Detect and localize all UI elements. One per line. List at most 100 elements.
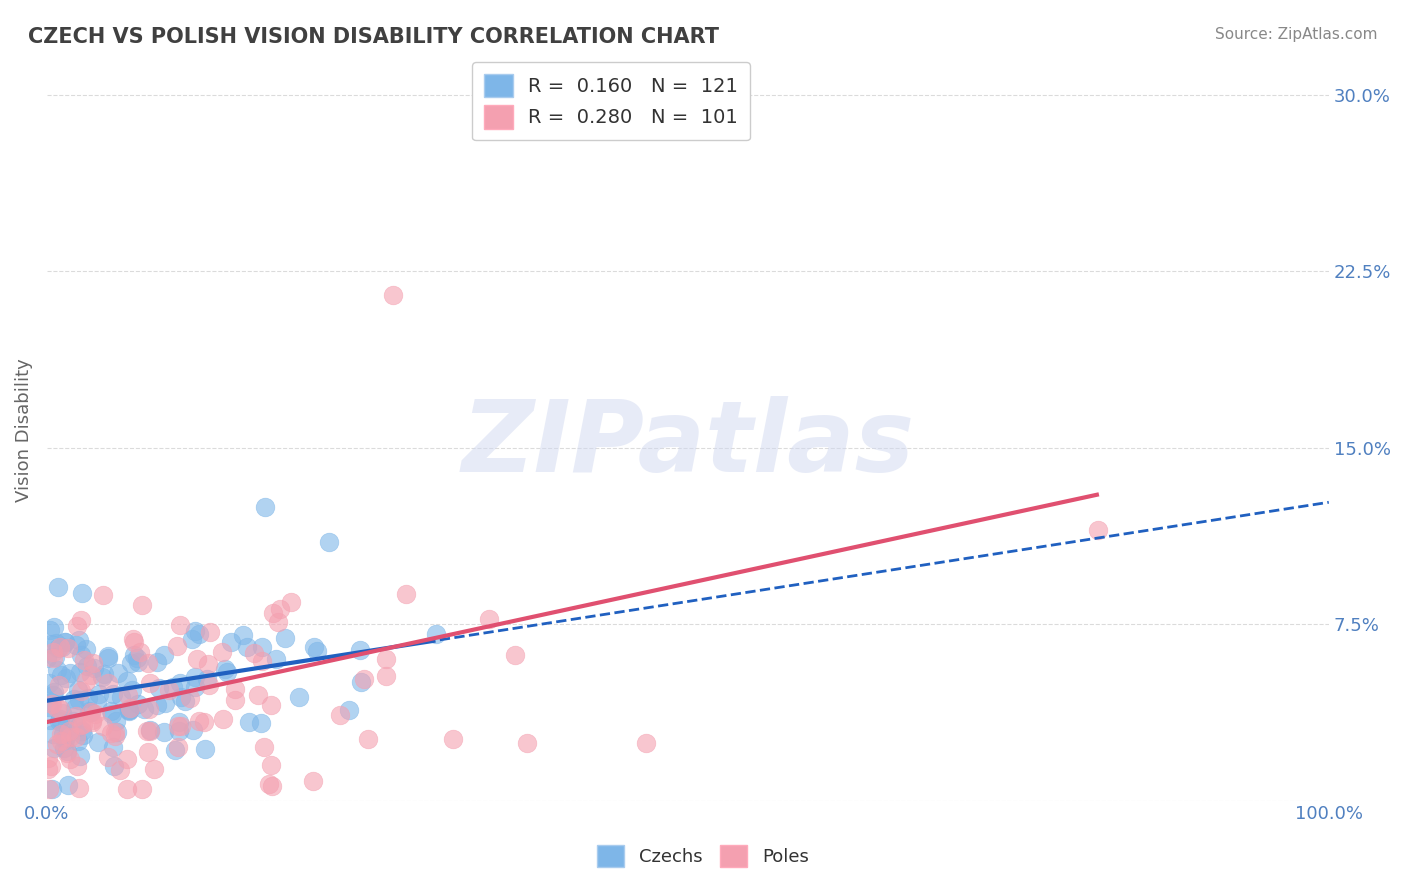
Point (97, 675, 120, 690)
Point (212, 712, 235, 726)
Point (91, 588, 114, 602)
Point (46, 663, 69, 677)
Point (142, 762, 165, 776)
Point (232, 628, 254, 642)
Point (66, 759, 89, 773)
Point (329, 708, 352, 723)
Point (138, 702, 160, 716)
Point (169, 618, 191, 632)
Point (49, 712, 72, 726)
Point (39, 637, 62, 651)
Point (77, 704, 100, 718)
Point (110, 690, 132, 704)
Point (51, 733, 73, 747)
Point (262, 606, 284, 620)
Point (53, 634, 76, 648)
Point (69, 665, 91, 679)
Point (83, 661, 105, 675)
Point (153, 696, 176, 710)
Point (219, 634, 242, 648)
Point (65, 638, 87, 652)
Point (167, 739, 190, 754)
Point (242, 646, 264, 660)
Point (58, 640, 80, 655)
Point (131, 599, 153, 613)
Point (503, 648, 526, 662)
Point (214, 662, 236, 676)
Point (39, 695, 62, 709)
Point (86, 696, 108, 710)
Point (105, 714, 128, 729)
Point (1087, 523, 1109, 537)
Point (103, 725, 125, 739)
Point (101, 740, 124, 755)
Point (82, 713, 104, 727)
Point (37, 651, 59, 665)
Point (350, 675, 373, 690)
Point (42, 620, 65, 634)
Point (38, 714, 60, 728)
Y-axis label: Vision Disability: Vision Disability (15, 359, 32, 502)
Point (318, 534, 340, 549)
Point (49, 702, 72, 716)
Point (267, 615, 290, 630)
Point (184, 624, 207, 639)
Point (76, 659, 98, 673)
Point (59, 751, 82, 765)
Point (139, 675, 162, 690)
Point (59, 731, 82, 745)
Point (187, 714, 209, 728)
Point (217, 665, 239, 680)
Point (87, 687, 110, 701)
Point (37, 762, 59, 776)
Point (634, 736, 657, 750)
Point (70, 684, 93, 698)
Point (69, 648, 91, 663)
Point (120, 656, 142, 670)
Text: CZECH VS POLISH VISION DISABILITY CORRELATION CHART: CZECH VS POLISH VISION DISABILITY CORREL… (28, 27, 718, 46)
Point (249, 715, 271, 730)
Point (186, 652, 208, 666)
Point (194, 741, 217, 756)
Point (274, 631, 297, 645)
Point (516, 736, 538, 750)
Point (76, 691, 98, 706)
Point (37, 751, 59, 765)
Point (103, 759, 125, 773)
Point (166, 639, 188, 653)
Point (139, 723, 162, 737)
Point (46, 640, 69, 655)
Point (252, 640, 274, 655)
Point (66, 720, 89, 734)
Point (76, 641, 98, 656)
Point (59, 666, 82, 681)
Point (70, 613, 93, 627)
Point (107, 666, 129, 681)
Point (97, 651, 120, 665)
Point (75, 673, 97, 688)
Point (382, 288, 405, 302)
Point (224, 682, 246, 697)
Point (58, 778, 80, 792)
Point (174, 694, 197, 708)
Point (260, 758, 283, 772)
Point (118, 703, 141, 717)
Text: ZIPatlas: ZIPatlas (461, 396, 914, 493)
Point (38, 699, 60, 714)
Point (80, 705, 103, 719)
Point (55, 744, 77, 758)
Point (253, 739, 276, 754)
Point (42, 688, 65, 702)
Point (195, 673, 218, 687)
Point (73, 653, 96, 667)
Point (139, 724, 162, 739)
Point (48, 714, 70, 729)
Point (38, 675, 60, 690)
Point (122, 634, 145, 648)
Legend: R =  0.160   N =  121, R =  0.280   N =  101: R = 0.160 N = 121, R = 0.280 N = 101 (472, 62, 749, 140)
Point (108, 763, 131, 777)
Point (353, 672, 375, 686)
Point (200, 624, 222, 639)
Point (82, 714, 104, 729)
Point (97, 648, 120, 663)
